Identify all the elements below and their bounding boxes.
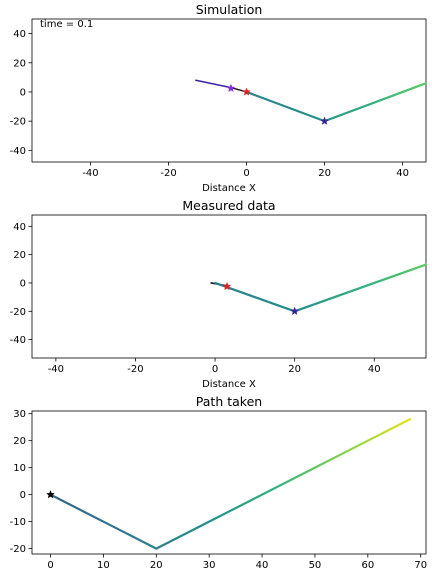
y-tick-label: -20 (10, 117, 26, 128)
x-tick-label: 0 (47, 560, 53, 571)
series-marks (210, 263, 428, 315)
y-tick-label: 30 (13, 409, 26, 420)
star-marker (226, 83, 236, 92)
x-tick-label: 40 (396, 168, 409, 179)
x-tick-label: 40 (368, 364, 381, 375)
x-axis-label: Distance X (202, 183, 256, 194)
x-tick-label: -40 (48, 364, 64, 375)
y-ticks: 40 20 0 -20 -40 (10, 222, 32, 346)
x-ticks: -40 -20 0 20 40 (82, 162, 409, 179)
x-ticks: 0 10 20 30 40 50 60 70 (47, 554, 427, 571)
measured-data-panel: Measured data Distance X -40 -20 0 20 40 40 2… (10, 198, 428, 390)
y-ticks: 30 20 10 0 -10 -20 (10, 409, 32, 555)
x-tick-label: -20 (160, 168, 176, 179)
time-annotation: time = 0.1 (40, 19, 93, 30)
x-tick-label: -20 (127, 364, 143, 375)
x-tick-label: 70 (414, 560, 427, 571)
y-tick-label: -20 (10, 544, 26, 555)
x-tick-label: 20 (150, 560, 163, 571)
simulation-panel: Simulation time = 0.1 Distance X -40 -20 0… (10, 2, 428, 194)
y-tick-label: 0 (20, 87, 26, 98)
x-ticks: -40 -20 0 20 40 (48, 358, 381, 375)
star-marker (320, 116, 329, 125)
x-tick-label: 20 (288, 364, 301, 375)
series-line (195, 79, 232, 89)
chart-title: Measured data (182, 198, 275, 213)
x-tick-label: 20 (318, 168, 331, 179)
x-tick-label: 10 (97, 560, 110, 571)
star-marker (222, 281, 232, 291)
plot-frame (31, 410, 427, 555)
chart-title: Simulation (196, 2, 263, 17)
star-marker (290, 306, 299, 315)
y-tick-label: 20 (13, 58, 26, 69)
series-marks (46, 417, 412, 550)
y-tick-label: 20 (13, 436, 26, 447)
series-marks (195, 79, 428, 125)
x-tick-label: 30 (203, 560, 216, 571)
x-tick-label: -40 (82, 168, 98, 179)
x-tick-label: 0 (212, 364, 218, 375)
path-taken-panel: Path taken 0 10 20 30 40 50 60 70 30 20 10 0 -10 -20 (10, 394, 427, 571)
y-tick-label: 0 (20, 278, 26, 289)
y-ticks: 40 20 0 -20 -40 (10, 29, 32, 157)
y-tick-label: 10 (13, 463, 26, 474)
y-tick-label: 20 (13, 250, 26, 261)
chart-title: Path taken (196, 394, 262, 409)
y-tick-label: 40 (13, 222, 26, 233)
y-tick-label: 40 (13, 29, 26, 40)
star-marker (46, 490, 55, 499)
y-tick-label: -20 (10, 307, 26, 318)
y-tick-label: -40 (10, 335, 26, 346)
x-tick-label: 60 (361, 560, 374, 571)
y-tick-label: -40 (10, 146, 26, 157)
star-marker (242, 87, 251, 96)
x-axis-label: Distance X (202, 379, 256, 390)
y-tick-label: -10 (10, 517, 26, 528)
y-tick-label: 0 (20, 490, 26, 501)
x-tick-label: 50 (309, 560, 322, 571)
x-tick-label: 0 (243, 168, 249, 179)
series-line (49, 417, 412, 550)
x-tick-label: 40 (256, 560, 269, 571)
